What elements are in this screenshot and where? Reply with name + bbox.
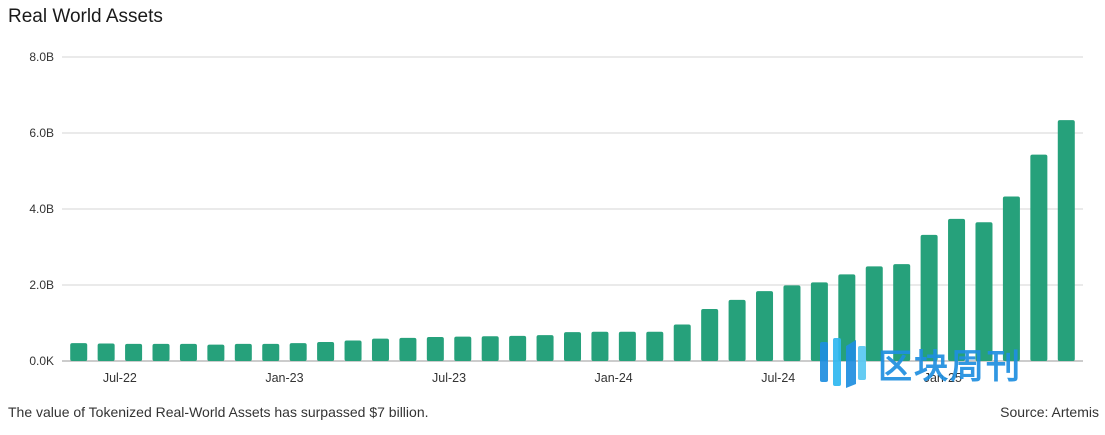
- bar: [673, 324, 691, 361]
- blocknews-logo-icon: [820, 338, 866, 388]
- bar: [920, 234, 938, 361]
- x-tick-label: Jan-24: [595, 371, 633, 385]
- watermark-text: 区块周刊: [878, 346, 1022, 387]
- bar: [783, 285, 801, 361]
- y-tick-label: 0.0K: [29, 354, 54, 368]
- bar: [70, 343, 88, 361]
- watermark: 区块周刊: [818, 336, 1022, 390]
- bar: [426, 337, 444, 361]
- x-tick-label: Jan-25: [924, 371, 962, 385]
- chart-caption: The value of Tokenized Real-World Assets…: [8, 404, 429, 420]
- bar: [399, 337, 417, 361]
- bar: [262, 343, 280, 361]
- x-tick-label: Jul-24: [761, 371, 795, 385]
- bar: [756, 291, 774, 361]
- bar: [564, 332, 582, 361]
- bar: [481, 336, 499, 361]
- chart-source: Source: Artemis: [1000, 404, 1099, 420]
- bar: [1002, 196, 1020, 361]
- bar: [728, 299, 746, 361]
- y-tick-label: 4.0B: [29, 202, 54, 216]
- y-tick-label: 8.0B: [29, 50, 54, 64]
- bar: [646, 331, 664, 361]
- bar: [454, 336, 472, 361]
- bar: [179, 343, 197, 361]
- bar: [975, 222, 993, 361]
- bar: [371, 338, 389, 361]
- bar: [125, 343, 143, 361]
- bar: [838, 274, 856, 361]
- bar: [865, 266, 883, 361]
- bar: [536, 335, 554, 361]
- bar: [234, 343, 252, 361]
- x-tick-label: Jul-23: [432, 371, 466, 385]
- bar: [97, 343, 115, 361]
- bar: [618, 331, 636, 361]
- bar: [317, 342, 335, 361]
- bar-chart: 0.0K2.0B4.0B6.0B8.0B Jul-22 Jan-23 Jul-23 J…: [29, 50, 1083, 385]
- y-axis-ticks: 0.0K 2.0B 4.0B 6.0B 8.0B: [29, 50, 54, 368]
- bar: [207, 344, 225, 361]
- y-tick-label: 6.0B: [29, 126, 54, 140]
- bar: [948, 218, 966, 361]
- bar: [289, 343, 307, 361]
- bar: [893, 264, 911, 361]
- bar: [509, 335, 527, 361]
- x-axis-ticks: Jul-22 Jan-23 Jul-23 Jan-24 Jul-24 Jan-25: [103, 371, 962, 385]
- bar: [591, 331, 609, 361]
- chart-title: Real World Assets: [8, 6, 163, 27]
- x-tick-label: Jul-22: [103, 371, 137, 385]
- bar: [152, 343, 170, 361]
- bar: [1030, 154, 1048, 361]
- bar: [810, 282, 828, 361]
- x-tick-label: Jan-23: [265, 371, 303, 385]
- y-tick-label: 2.0B: [29, 278, 54, 292]
- bar: [701, 308, 719, 361]
- bar: [1057, 120, 1075, 361]
- bars: [70, 120, 1075, 361]
- bar: [344, 340, 362, 361]
